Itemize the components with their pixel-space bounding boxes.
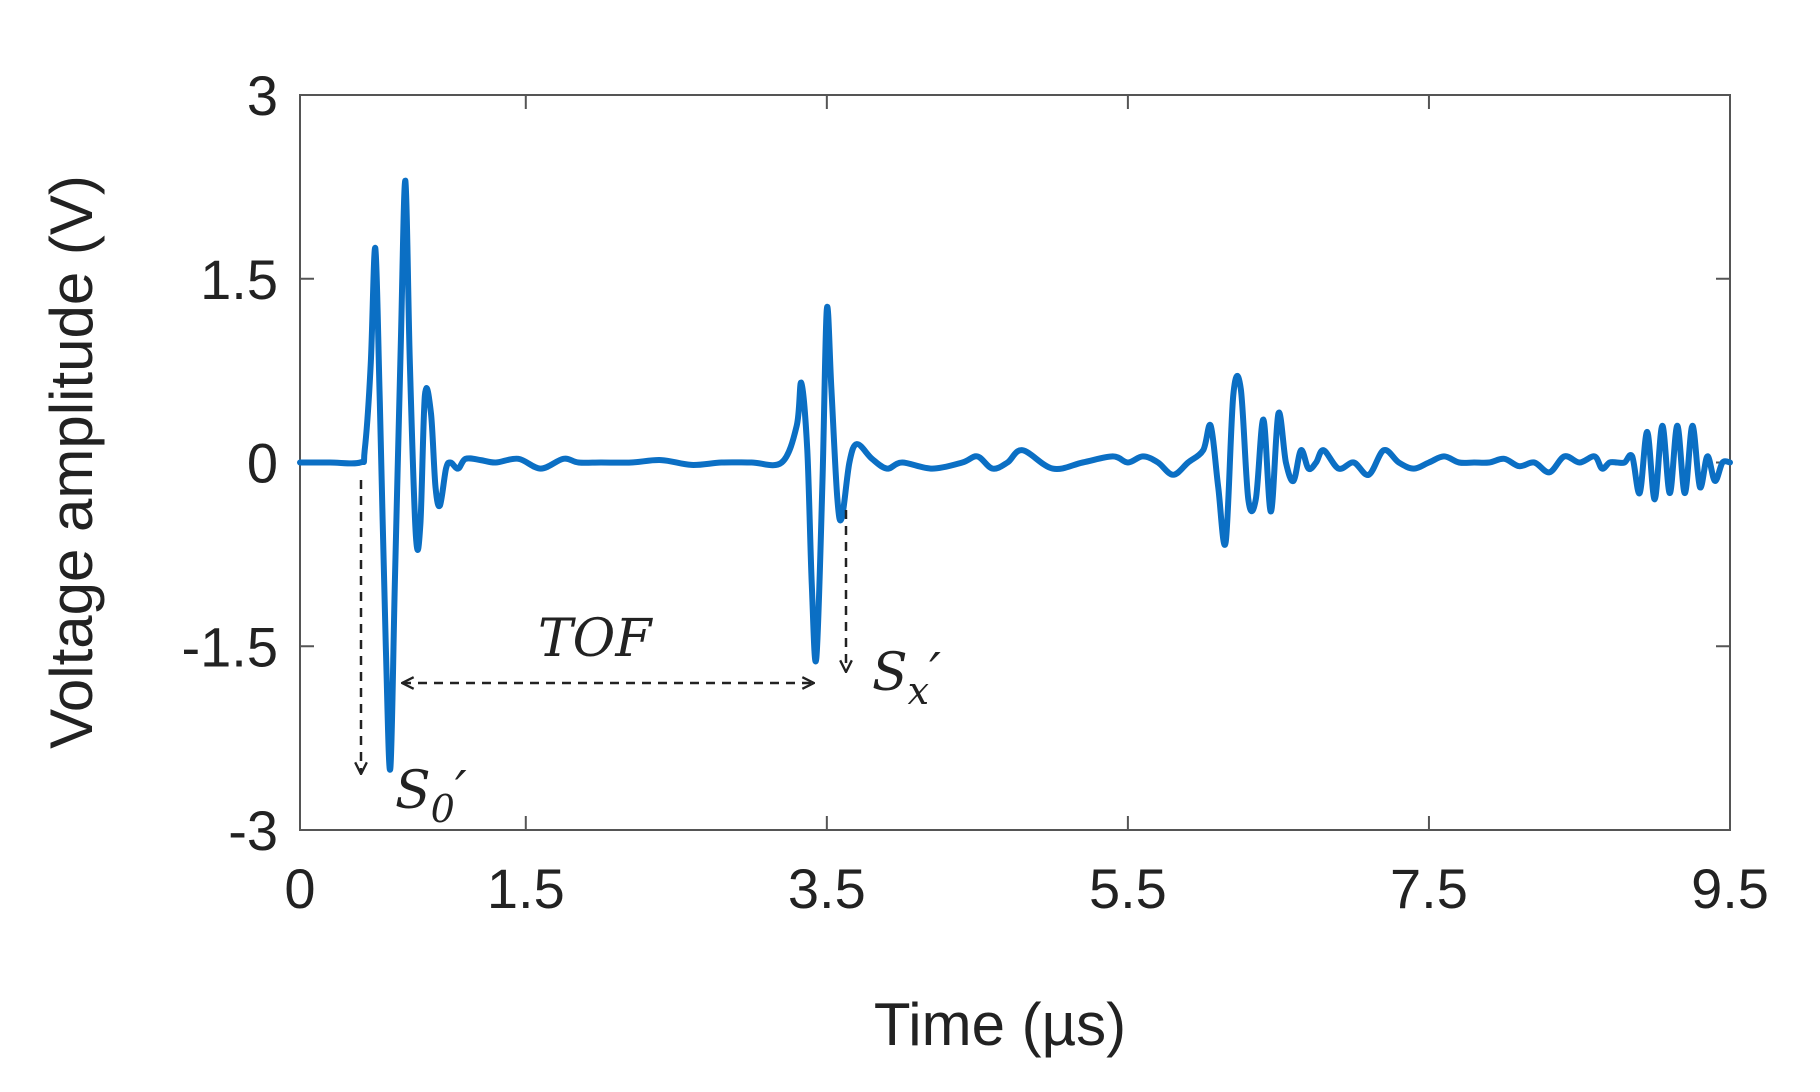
x-tick-labels: 0 1.5 3.5 5.5 7.5 9.5 bbox=[284, 857, 1769, 920]
sx-prime: ′ bbox=[929, 643, 941, 703]
y-tick-label: -1.5 bbox=[182, 615, 279, 678]
x-axis-title: Time (µs) bbox=[874, 991, 1126, 1058]
x-tick-label: 0 bbox=[284, 857, 315, 920]
tick-marks bbox=[299, 94, 1731, 831]
x-tick-label: 9.5 bbox=[1691, 857, 1769, 920]
x-tick-label: 5.5 bbox=[1089, 857, 1167, 920]
y-tick-label: 1.5 bbox=[200, 248, 278, 311]
series-line bbox=[297, 177, 1733, 773]
y-tick-label: -3 bbox=[228, 799, 278, 862]
sx-label: Sx′ bbox=[872, 643, 941, 713]
x-tick-label: 1.5 bbox=[487, 857, 565, 920]
s0-prime: ′ bbox=[455, 761, 467, 821]
s0-base: S bbox=[395, 761, 431, 821]
y-tick-label: 0 bbox=[247, 432, 278, 495]
sx-subscript: x bbox=[908, 669, 929, 713]
y-axis-title: Voltage amplitude (V) bbox=[38, 175, 105, 749]
tof-label: TOF bbox=[538, 609, 653, 669]
sx-base: S bbox=[872, 643, 908, 703]
y-tick-labels: 3 1.5 0 -1.5 -3 bbox=[182, 64, 279, 862]
x-tick-label: 3.5 bbox=[788, 857, 866, 920]
x-tick-label: 7.5 bbox=[1390, 857, 1468, 920]
y-tick-label: 3 bbox=[247, 64, 278, 127]
s0-subscript: 0 bbox=[431, 787, 455, 831]
s0-label: S0′ bbox=[395, 761, 467, 831]
